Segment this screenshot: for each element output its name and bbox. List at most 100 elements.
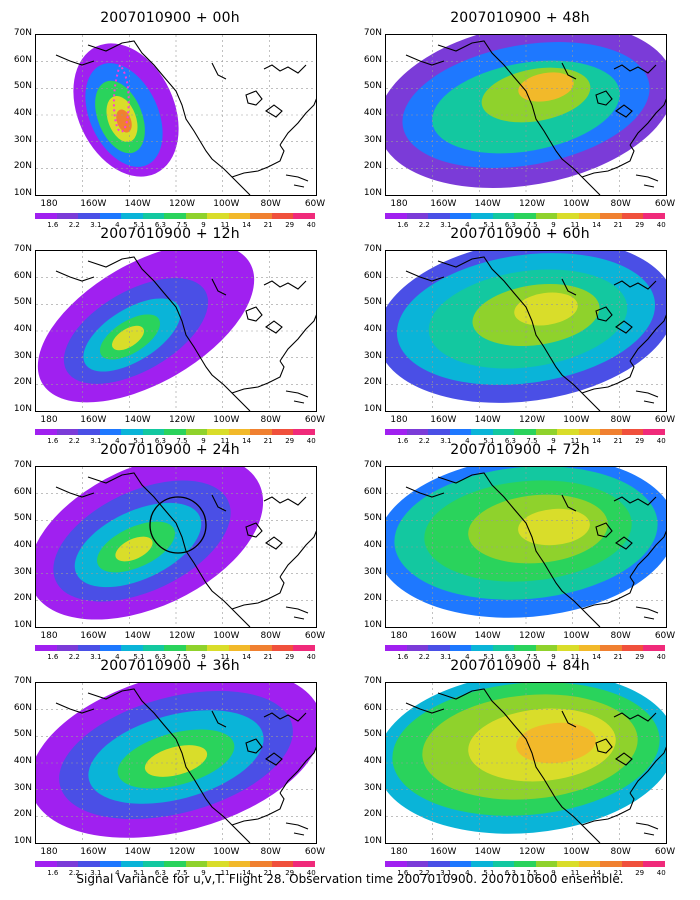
colorbar-label: 7.5 bbox=[176, 437, 188, 445]
colorbar-swatch bbox=[56, 429, 79, 435]
longitude-label: 120W bbox=[168, 847, 196, 857]
latitude-label: 70N bbox=[363, 460, 382, 470]
colorbar-label: 29 bbox=[635, 869, 645, 877]
colorbar-swatch bbox=[535, 213, 558, 219]
colorbar-swatch bbox=[121, 429, 143, 435]
colorbar-label: 14 bbox=[592, 653, 602, 661]
colorbar-labels: 1.6 2.2 3.1 4 5.1 6.3 7.5 9 11 14 21 29 40 bbox=[385, 653, 665, 663]
colorbar-swatch bbox=[385, 213, 407, 219]
colorbar-label: 5.1 bbox=[133, 653, 145, 661]
colorbar-label: 5.1 bbox=[133, 221, 145, 229]
colorbar-swatch bbox=[643, 861, 665, 867]
colorbar-label: 40 bbox=[656, 221, 666, 229]
colorbar-swatch bbox=[164, 645, 186, 651]
colorbar-swatch bbox=[428, 213, 450, 219]
colorbar bbox=[385, 645, 665, 651]
colorbar-label: 11 bbox=[220, 653, 230, 661]
latitude-label: 10N bbox=[363, 188, 382, 198]
panel-title: 2007010900 + 24h bbox=[100, 442, 240, 458]
colorbar-label: 2.2 bbox=[418, 221, 430, 229]
latitude-label: 70N bbox=[363, 244, 382, 254]
colorbar-label: 3.1 bbox=[90, 221, 102, 229]
colorbar-swatch bbox=[207, 861, 229, 867]
latitude-label: 60N bbox=[363, 270, 382, 281]
map-12h bbox=[35, 250, 317, 412]
colorbar-swatch bbox=[514, 645, 536, 651]
colorbar-swatch bbox=[207, 213, 229, 219]
longitude-label: 140W bbox=[124, 847, 151, 857]
latitude-label: 60N bbox=[13, 270, 32, 281]
colorbar-swatch bbox=[385, 861, 407, 867]
longitude-label: 80W bbox=[260, 415, 281, 425]
colorbar-swatch bbox=[121, 213, 143, 219]
colorbar-label: 21 bbox=[613, 869, 623, 877]
longitude-label: 160W bbox=[430, 847, 457, 857]
colorbar-swatch bbox=[535, 861, 558, 867]
latitude-label: 70N bbox=[13, 460, 32, 470]
latitude-label: 50N bbox=[13, 297, 32, 308]
panel-12h: 2007010900 + 12h 70N 60N 50N 40N 30N 20N 10N 18… bbox=[0, 226, 340, 445]
colorbar-label: 1.6 bbox=[47, 437, 59, 445]
latitude-label: 50N bbox=[363, 81, 382, 92]
colorbar-swatch bbox=[271, 429, 294, 435]
longitude-label: 140W bbox=[474, 199, 501, 209]
colorbar-labels: 1.6 2.2 3.1 4 5.1 6.3 7.5 9 11 14 21 29 40 bbox=[35, 869, 315, 879]
longitude-label: 120W bbox=[518, 847, 546, 857]
colorbar-label: 2.2 bbox=[418, 437, 430, 445]
longitude-label: 180 bbox=[390, 199, 408, 209]
colorbar-swatch bbox=[293, 645, 315, 651]
colorbar-swatch bbox=[535, 645, 558, 651]
latitude-label: 40N bbox=[13, 540, 32, 550]
colorbar-label: 40 bbox=[306, 869, 316, 877]
colorbar-swatch bbox=[406, 213, 429, 219]
latitude-label: 70N bbox=[13, 244, 32, 254]
colorbar-swatch bbox=[600, 429, 622, 435]
colorbar-swatch bbox=[578, 861, 601, 867]
colorbar-label: 4 bbox=[465, 869, 470, 877]
longitude-label: 120W bbox=[518, 631, 546, 641]
latitude-label: 40N bbox=[363, 540, 382, 550]
latitude-label: 20N bbox=[363, 377, 382, 388]
colorbar-label: 6.3 bbox=[154, 221, 167, 229]
colorbar-label: 9 bbox=[201, 221, 206, 229]
map-36h bbox=[35, 682, 317, 844]
colorbar-swatch bbox=[78, 429, 100, 435]
colorbar-label: 2.2 bbox=[68, 653, 80, 661]
colorbar-label: 3.1 bbox=[440, 437, 452, 445]
colorbar-label: 6.3 bbox=[504, 653, 517, 661]
colorbar-label: 3.1 bbox=[90, 437, 102, 445]
colorbar-swatch bbox=[557, 429, 579, 435]
colorbar-swatch bbox=[78, 213, 100, 219]
latitude-label: 50N bbox=[363, 729, 382, 740]
signal-variance-field bbox=[36, 35, 316, 195]
colorbar-swatch bbox=[492, 861, 515, 867]
colorbar-swatch bbox=[228, 645, 251, 651]
map-00h bbox=[35, 34, 317, 196]
longitude-label: 180 bbox=[40, 631, 58, 641]
colorbar-label: 9 bbox=[551, 653, 556, 661]
colorbar bbox=[385, 861, 665, 867]
longitude-label: 80W bbox=[610, 631, 631, 641]
latitude-label: 10N bbox=[13, 188, 32, 198]
longitude-label: 180 bbox=[40, 199, 58, 209]
colorbar-swatch bbox=[250, 861, 272, 867]
signal-variance-field bbox=[386, 467, 666, 627]
latitude-label: 20N bbox=[363, 809, 382, 820]
colorbar-label: 4 bbox=[465, 653, 470, 661]
variance-contour bbox=[518, 72, 574, 102]
colorbar-label: 2.2 bbox=[418, 869, 430, 877]
colorbar-label: 6.3 bbox=[154, 653, 167, 661]
colorbar-swatch bbox=[514, 861, 536, 867]
colorbar-label: 7.5 bbox=[526, 653, 538, 661]
colorbar-swatch bbox=[250, 645, 272, 651]
map-72h bbox=[385, 466, 667, 628]
colorbar-swatch bbox=[449, 429, 472, 435]
panel-72h: 2007010900 + 72h 70N 60N 50N 40N 30N 20N 10N 18… bbox=[350, 442, 690, 661]
latitude-label: 50N bbox=[13, 729, 32, 740]
colorbar-swatch bbox=[643, 645, 665, 651]
colorbar-swatch bbox=[471, 645, 493, 651]
colorbar-label: 6.3 bbox=[504, 869, 517, 877]
colorbar-swatch bbox=[428, 861, 450, 867]
colorbar bbox=[35, 213, 315, 219]
latitude-label: 10N bbox=[13, 620, 32, 630]
